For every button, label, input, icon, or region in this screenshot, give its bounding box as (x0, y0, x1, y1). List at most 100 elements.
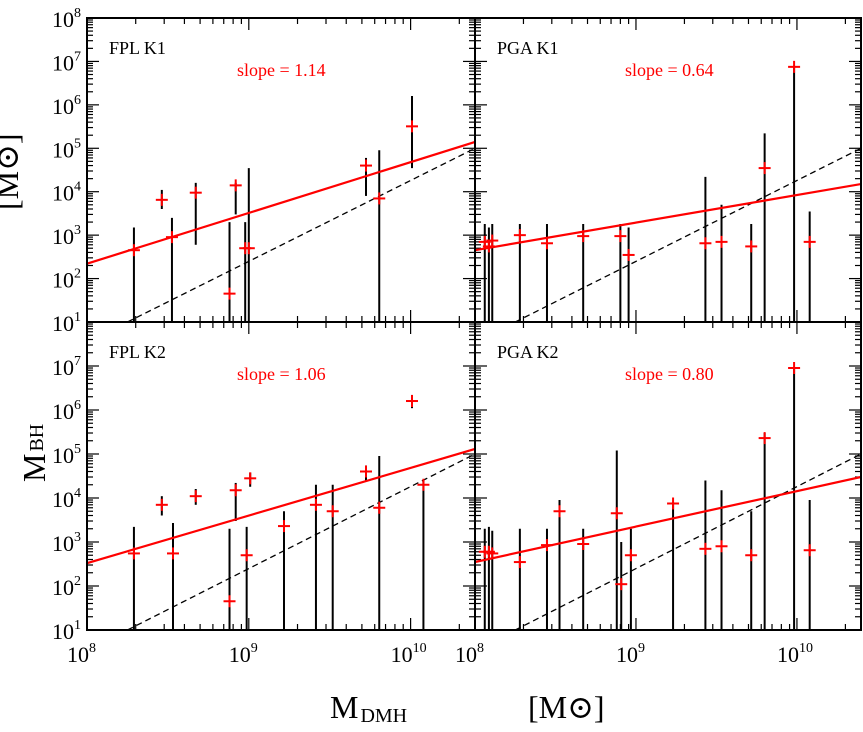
data-point (614, 230, 627, 243)
data-point (788, 60, 801, 73)
data-point (667, 497, 680, 510)
data-point (155, 498, 168, 511)
slope-annotation: slope = 0.80 (625, 364, 714, 384)
data-point (223, 287, 236, 300)
y-tick-label: 107 (52, 49, 81, 75)
y-tick-label: 108 (52, 6, 81, 32)
y-tick-label: 104 (52, 486, 81, 512)
data-point (229, 484, 242, 497)
data-point (513, 556, 526, 569)
data-point (486, 547, 499, 560)
data-point (277, 520, 290, 533)
data-point (715, 235, 728, 248)
data-point (553, 505, 566, 518)
data-point (513, 229, 526, 242)
panel-2: PGA K1 slope = 0.64 (474, 17, 862, 323)
data-point (406, 395, 419, 408)
x-axis-title-sub: DMH (360, 705, 407, 727)
panel-title: FPL K1 (109, 38, 166, 58)
data-point (240, 549, 253, 562)
panel-2-plot (475, 60, 861, 322)
y-tick-label: 102 (52, 267, 81, 293)
x-tick-label: 1010 (777, 641, 813, 667)
panel-3-plot (87, 394, 475, 630)
data-point (359, 465, 372, 478)
data-point (229, 179, 242, 192)
y-tick-label: 105 (52, 136, 81, 162)
y-axis-labels: 101 102 103 104 105 106 107 108 101 102 103 104 105 1… (52, 6, 81, 644)
y-tick-label: 106 (52, 93, 81, 119)
x-tick-label: 108 (455, 641, 484, 667)
x-tick-label: 1010 (391, 641, 427, 667)
data-point (417, 478, 430, 491)
panel-title: PGA K2 (497, 342, 559, 362)
data-point (242, 242, 255, 255)
y-axis-title-main: M (16, 454, 52, 482)
x-axis-title-main: M (330, 689, 358, 725)
reference-line (515, 147, 861, 322)
fit-line (475, 475, 861, 564)
fit-line (87, 140, 475, 265)
data-point (486, 234, 499, 247)
reference-line (127, 147, 475, 322)
data-point (803, 235, 816, 248)
panel-3: FPL K2 slope = 1.06 (86, 321, 476, 631)
data-point (699, 237, 712, 250)
data-point (758, 432, 771, 445)
data-point (373, 501, 386, 514)
data-point (189, 186, 202, 199)
data-point (166, 547, 179, 560)
data-point (540, 237, 553, 250)
panel-frame (474, 321, 862, 631)
x-tick-label: 109 (229, 641, 258, 667)
reference-line (127, 453, 475, 630)
data-point (715, 540, 728, 553)
data-point (788, 362, 801, 375)
panel-title: PGA K1 (497, 38, 559, 58)
y-tick-label: 107 (52, 354, 81, 380)
panel-title: FPL K2 (109, 342, 166, 362)
x-tick-label: 109 (616, 641, 645, 667)
panels: FPL K1 slope = 1.14 PGA K1 slope = 0.64 FPL … (86, 17, 862, 631)
y-tick-label: 103 (52, 530, 81, 556)
data-point (373, 192, 386, 205)
data-point (244, 472, 257, 485)
y-tick-label: 102 (52, 574, 81, 600)
data-point (540, 539, 553, 552)
data-point (155, 193, 168, 206)
fit-line (87, 447, 475, 565)
data-point (745, 240, 758, 253)
y-axis-title-sub: BH (26, 424, 48, 452)
data-point (758, 162, 771, 175)
panel-4: PGA K2 slope = 0.80 (474, 321, 862, 631)
y-tick-label: 101 (52, 310, 81, 336)
y-tick-label: 106 (52, 398, 81, 424)
data-point (699, 542, 712, 555)
data-point (803, 544, 816, 557)
x-axis-labels: 108 109 1010 108 109 1010 (67, 641, 813, 667)
data-point (615, 578, 628, 591)
data-point (223, 595, 236, 608)
data-point (406, 120, 419, 133)
y-axis-unit: [M⊙] (0, 133, 25, 210)
slope-annotation: slope = 1.06 (237, 364, 326, 384)
reference-line (515, 453, 861, 630)
slope-annotation: slope = 0.64 (625, 60, 714, 80)
panel-1-plot (87, 95, 475, 322)
y-tick-label: 103 (52, 223, 81, 249)
data-point (189, 490, 202, 503)
x-axis-title: M DMH (330, 689, 407, 727)
slope-annotation: slope = 1.14 (237, 60, 326, 80)
y-tick-label: 101 (52, 618, 81, 644)
data-point (622, 248, 635, 261)
fit-line (475, 182, 861, 252)
x-axis-unit: [M⊙] (528, 689, 605, 725)
data-point (745, 549, 758, 562)
x-tick-label: 108 (67, 641, 96, 667)
data-point (326, 505, 339, 518)
data-point (624, 549, 637, 562)
data-point (127, 244, 140, 257)
data-point (610, 507, 623, 520)
data-point (577, 230, 590, 243)
